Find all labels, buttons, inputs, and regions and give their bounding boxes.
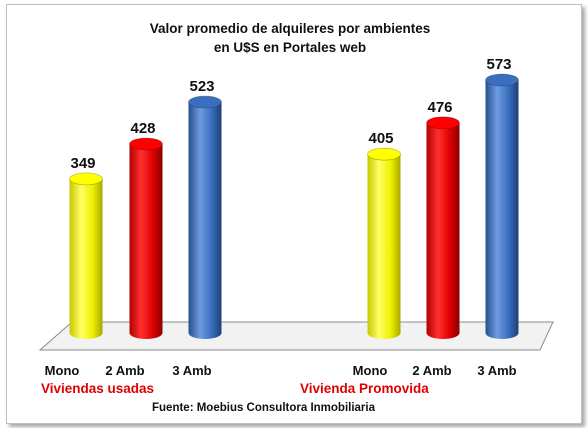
bar-body	[367, 154, 401, 339]
bar-body	[129, 144, 163, 339]
category-label-3amb-usadas: 3 Amb	[172, 363, 211, 378]
bar-3amb-usadas	[188, 95, 222, 340]
category-label-mono-promovida: Mono	[353, 363, 388, 378]
floor-plane	[38, 321, 554, 351]
chart-title-line-1: Valor promedio de alquileres por ambient…	[150, 21, 431, 36]
source-note: Fuente: Moebius Consultora Inmobiliaria	[152, 402, 376, 414]
data-label-3amb-promovida: 573	[486, 56, 511, 73]
data-label-mono-usadas: 349	[70, 155, 95, 172]
bars-layer: 349 428 523 405 476 573	[69, 56, 519, 340]
category-label-mono-usadas: Mono	[45, 363, 80, 378]
bar-mono-promovida	[367, 147, 401, 339]
bar-top	[129, 137, 163, 151]
group-label-viviendas-usadas: Viviendas usadas	[41, 381, 154, 396]
data-label-3amb-usadas: 523	[189, 78, 214, 95]
bar-body	[69, 178, 103, 339]
bar-2amb-usadas	[129, 137, 163, 339]
bar-top	[485, 73, 519, 87]
bar-top	[69, 172, 103, 186]
bar-body	[188, 102, 222, 340]
category-label-2amb-usadas: 2 Amb	[105, 363, 144, 378]
bar-body	[426, 122, 460, 339]
bar-top	[367, 147, 401, 161]
chart-title-line-2: en U$S en Portales web	[214, 40, 366, 55]
bar-top	[426, 116, 460, 130]
category-label-3amb-promovida: 3 Amb	[477, 363, 516, 378]
category-label-2amb-promovida: 2 Amb	[412, 363, 451, 378]
bar-top	[188, 95, 222, 109]
data-label-2amb-usadas: 428	[130, 120, 155, 137]
bar-body	[485, 80, 519, 339]
data-label-mono-promovida: 405	[368, 130, 393, 147]
bar-mono-usadas	[69, 172, 103, 339]
bar-2amb-promovida	[426, 116, 460, 339]
data-label-2amb-promovida: 476	[427, 99, 452, 116]
group-label-vivienda-promovida: Vivienda Promovida	[300, 381, 429, 396]
bar-3amb-promovida	[485, 73, 519, 339]
